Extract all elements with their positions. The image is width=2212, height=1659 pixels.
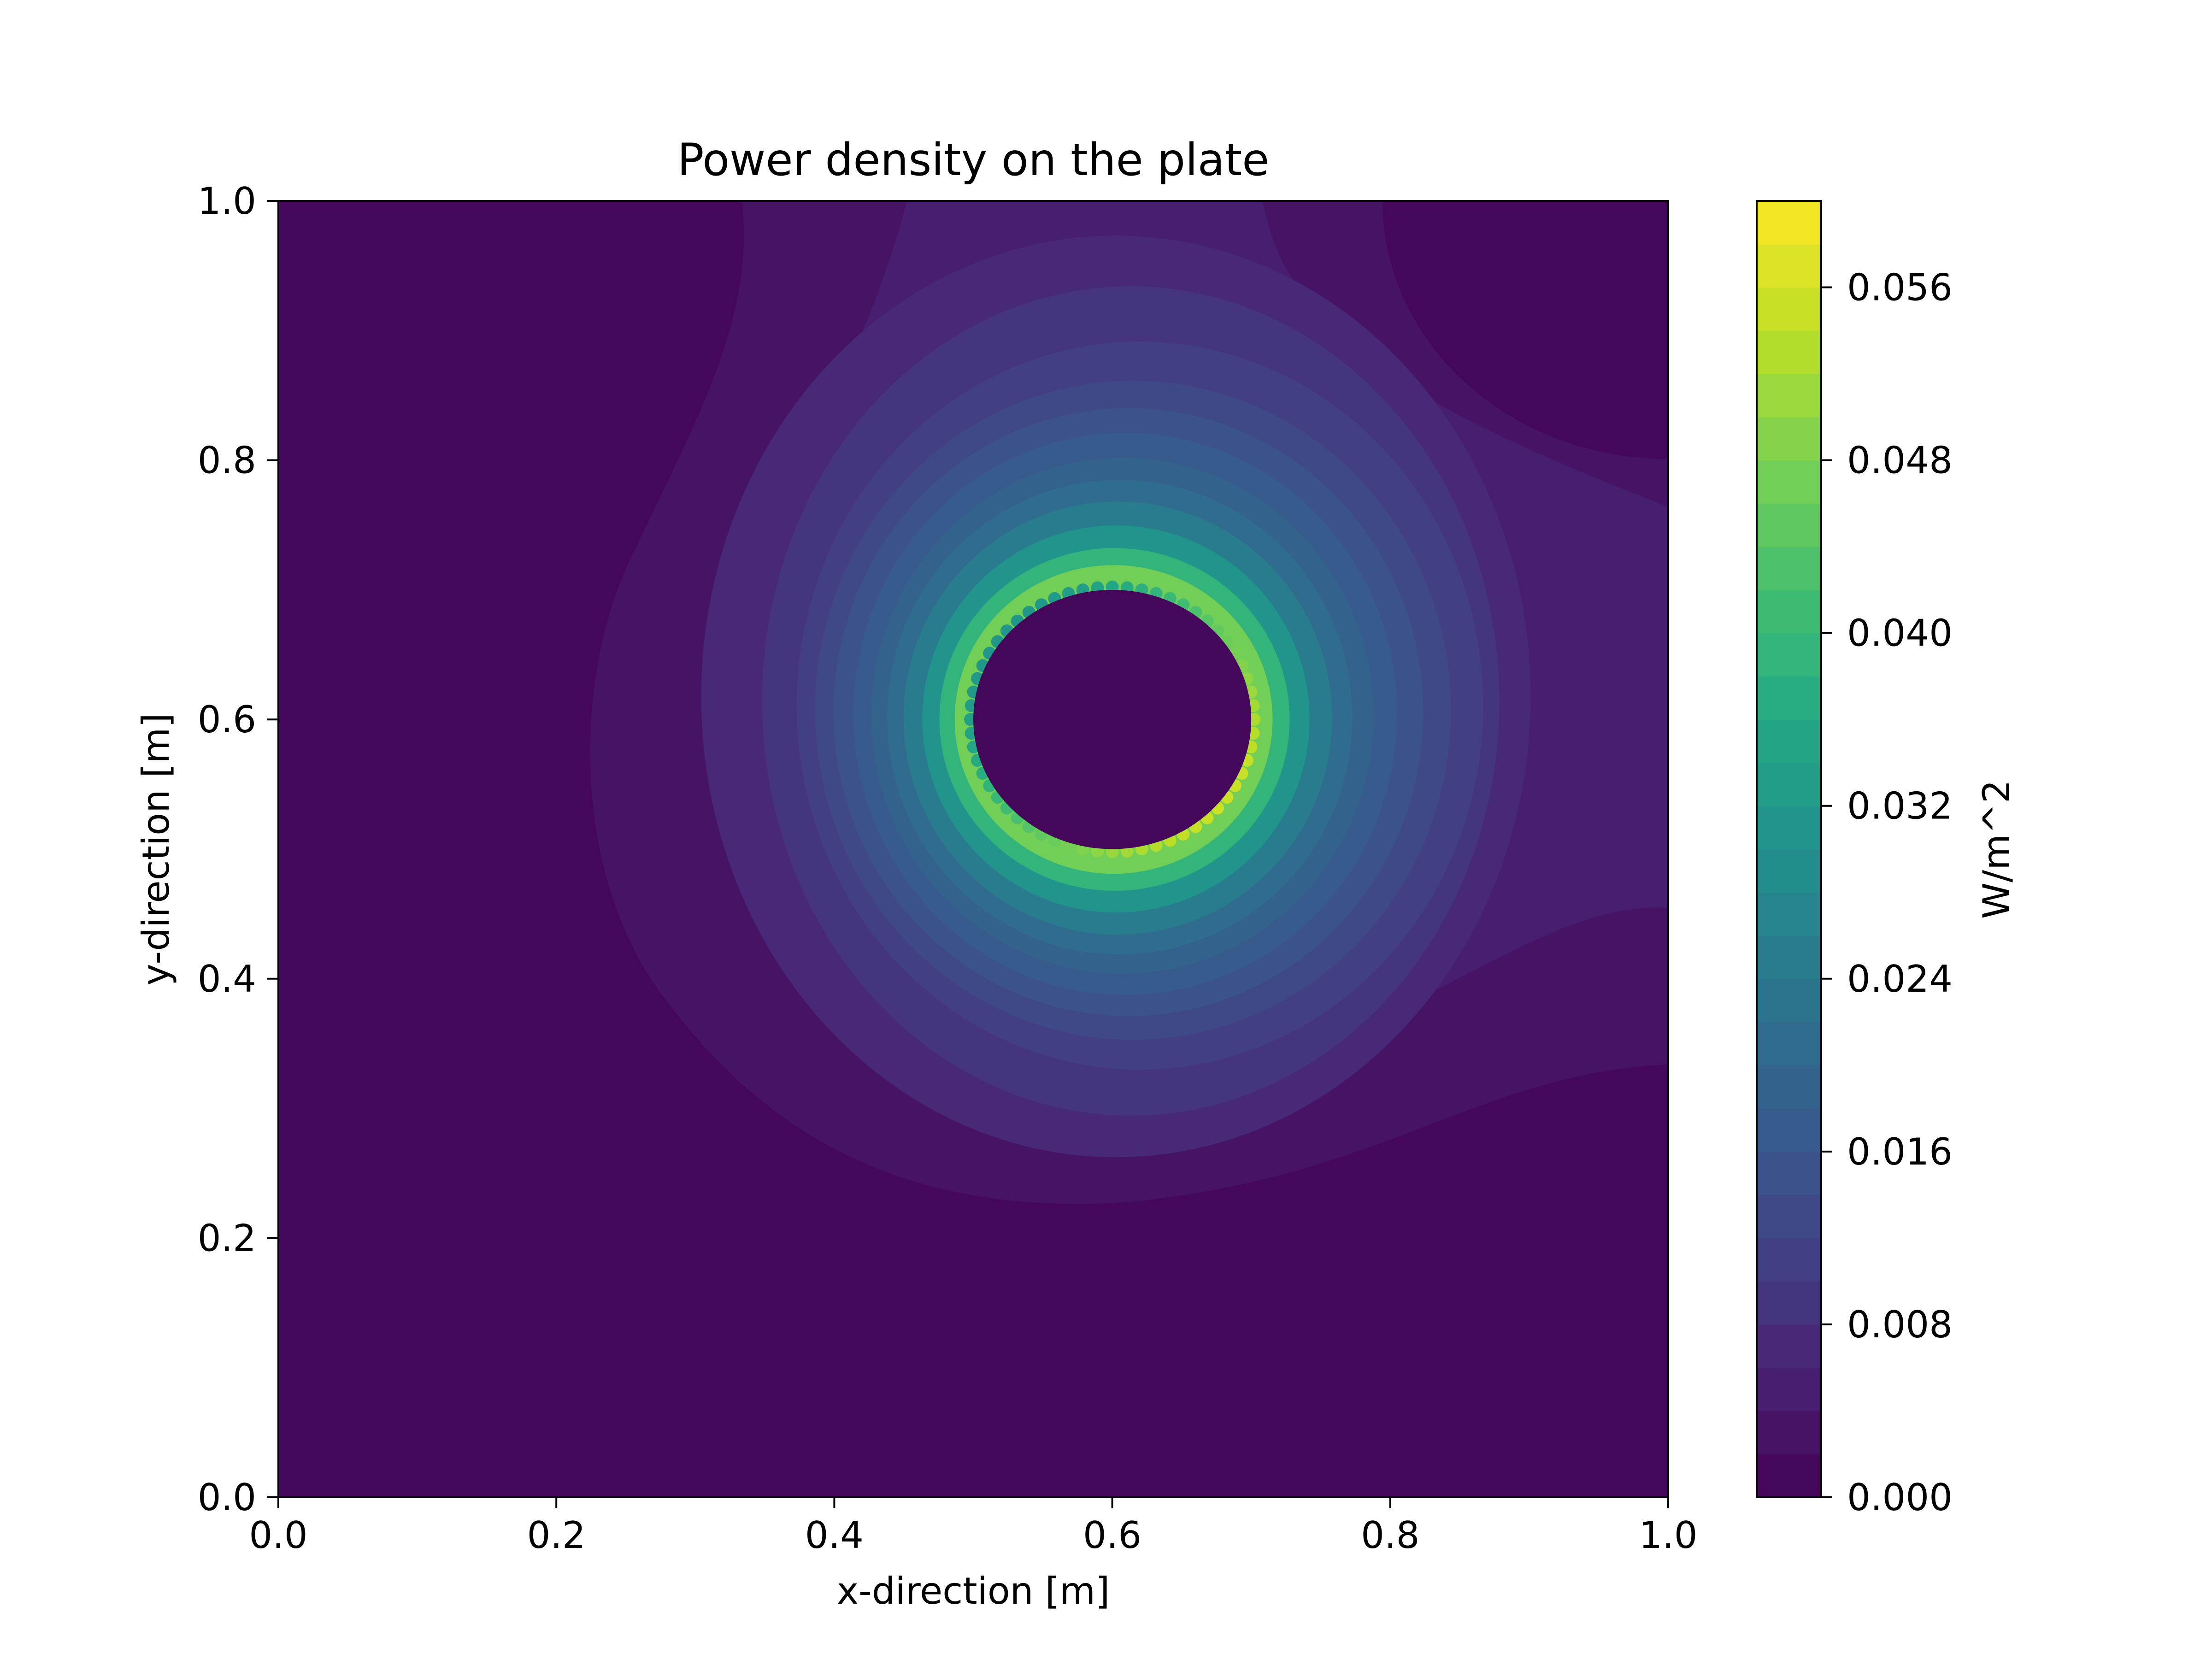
y-axis: 0.0 0.2 0.4 0.6 0.8 1.0	[198, 180, 278, 1519]
colorbar-band	[1757, 1108, 1821, 1152]
colorbar-band	[1757, 1281, 1821, 1325]
x-tick-label: 0.6	[1083, 1514, 1141, 1557]
colorbar-band	[1757, 287, 1821, 331]
colorbar-band	[1757, 589, 1821, 634]
x-tick-label: 0.2	[527, 1514, 586, 1557]
x-axis-label: x-direction [m]	[837, 1570, 1110, 1612]
low-region-top-right	[1382, 201, 1668, 459]
colorbar-band	[1757, 849, 1821, 893]
colorbar-frame	[1756, 200, 1822, 1498]
colorbar-band	[1757, 633, 1821, 677]
y-tick-label: 0.8	[198, 439, 256, 482]
colorbar-band	[1757, 978, 1821, 1023]
y-axis-label: y-direction [m]	[135, 713, 177, 985]
x-tick-label: 0.8	[1361, 1514, 1419, 1557]
colorbar-tick-label: 0.056	[1847, 266, 1953, 309]
colorbar-band	[1757, 503, 1821, 547]
colorbar-band	[1757, 1022, 1821, 1066]
colorbar-band	[1757, 1238, 1821, 1282]
colorbar-band	[1757, 806, 1821, 850]
colorbar-band	[1757, 762, 1821, 806]
colorbar-band	[1757, 330, 1821, 374]
colorbar-band	[1757, 1411, 1821, 1455]
colorbar-bands	[1757, 201, 1821, 1498]
colorbar-tick-label: 0.048	[1847, 439, 1953, 482]
colorbar-band	[1757, 1324, 1821, 1368]
colorbar-tick-label: 0.016	[1847, 1130, 1953, 1173]
x-axis: 0.0 0.2 0.4 0.6 0.8 1.0	[249, 1497, 1698, 1557]
y-tick-label: 1.0	[198, 180, 256, 223]
contour-fill	[590, 201, 1668, 1204]
colorbar-ticks: 0.000 0.008 0.016 0.024 0.032 0.040 0.048 0.056	[1821, 266, 1953, 1519]
chart-title: Power density on the plate	[677, 134, 1270, 186]
plot-frame	[277, 200, 1669, 1498]
colorbar: 0.000 0.008 0.016 0.024 0.032 0.040 0.048 0.056…	[1756, 200, 2018, 1519]
colorbar-tick-label: 0.024	[1847, 958, 1953, 1000]
y-tick-label: 0.0	[198, 1476, 256, 1519]
hole	[973, 589, 1252, 849]
colorbar-band	[1757, 892, 1821, 936]
y-tick-label: 0.2	[198, 1217, 256, 1259]
colorbar-band	[1757, 460, 1821, 504]
colorbar-band	[1757, 547, 1821, 590]
plot-area	[277, 200, 1669, 1498]
x-tick-label: 0.4	[805, 1514, 864, 1557]
y-tick-label: 0.4	[198, 958, 256, 1000]
x-tick-label: 1.0	[1639, 1514, 1697, 1557]
colorbar-tick-label: 0.000	[1847, 1476, 1953, 1519]
colorbar-tick-label: 0.008	[1847, 1303, 1953, 1346]
colorbar-band	[1757, 676, 1821, 720]
colorbar-band	[1757, 1065, 1821, 1109]
x-tick-label: 0.0	[249, 1514, 307, 1557]
colorbar-band	[1757, 1194, 1821, 1239]
y-tick-label: 0.6	[198, 698, 256, 741]
colorbar-band	[1757, 417, 1821, 461]
colorbar-band	[1757, 201, 1821, 245]
colorbar-band	[1757, 1151, 1821, 1195]
colorbar-band	[1757, 1454, 1821, 1498]
colorbar-band	[1757, 1367, 1821, 1412]
colorbar-tick-label: 0.032	[1847, 785, 1953, 828]
colorbar-tick-label: 0.040	[1847, 612, 1953, 655]
colorbar-label: W/m^2	[1975, 780, 2018, 919]
colorbar-band	[1757, 244, 1821, 288]
colorbar-band	[1757, 374, 1821, 418]
colorbar-band	[1757, 719, 1821, 763]
colorbar-band	[1757, 935, 1821, 979]
